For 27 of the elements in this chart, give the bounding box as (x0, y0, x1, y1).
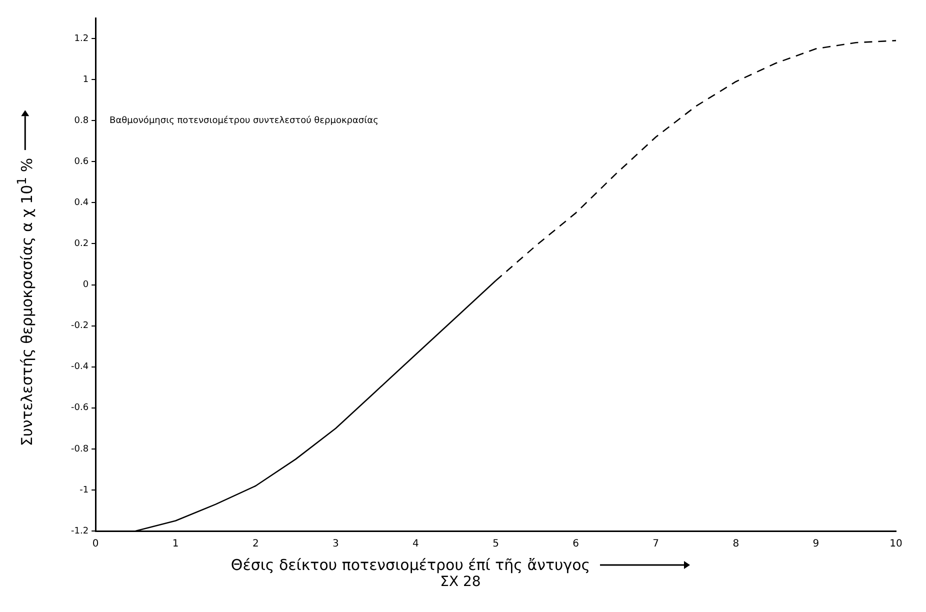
x-tick-label: 3 (332, 538, 339, 550)
x-tick-label: 10 (890, 538, 902, 550)
y-tick-label: 1 (82, 74, 89, 85)
x-tick-label: 0 (92, 538, 99, 550)
annotation: Βαθμονόμησις ποτενσιομέτρου συντελεστού θερμοκρασίας (110, 114, 378, 126)
x-tick-label: 6 (572, 538, 580, 550)
x-tick-label: 5 (492, 538, 499, 550)
x-tick-label: 7 (652, 538, 660, 550)
y-tick-label: 1.2 (74, 34, 89, 44)
x-tick-label: 1 (172, 538, 179, 550)
y-tick-label: -1 (80, 485, 89, 496)
y-tick-label: -0.6 (71, 403, 89, 414)
y-tick-label: 0.6 (74, 156, 89, 167)
y-tick-label: -0.8 (71, 444, 89, 454)
x-tick-label: 9 (812, 538, 820, 550)
x-tick-label: 2 (252, 538, 259, 550)
y-tick-label: -1.2 (71, 526, 89, 536)
text: ΣΧ 28 (439, 574, 482, 590)
y-tick-label: 0.2 (74, 239, 89, 250)
y-tick-label: -0.2 (71, 321, 89, 332)
x-tick-label: 4 (412, 538, 419, 550)
y-tick-label: 0.8 (74, 116, 89, 126)
y-tick-label: 0 (82, 280, 89, 290)
x-axis-title: Θέσις δείκτου ποτενσιομέτρου έπί τῆς ἄντυγος (230, 556, 590, 574)
y-tick-label: -0.4 (71, 362, 89, 372)
x-tick-label: 8 (732, 538, 740, 550)
y-tick-label: 0.4 (74, 198, 89, 208)
